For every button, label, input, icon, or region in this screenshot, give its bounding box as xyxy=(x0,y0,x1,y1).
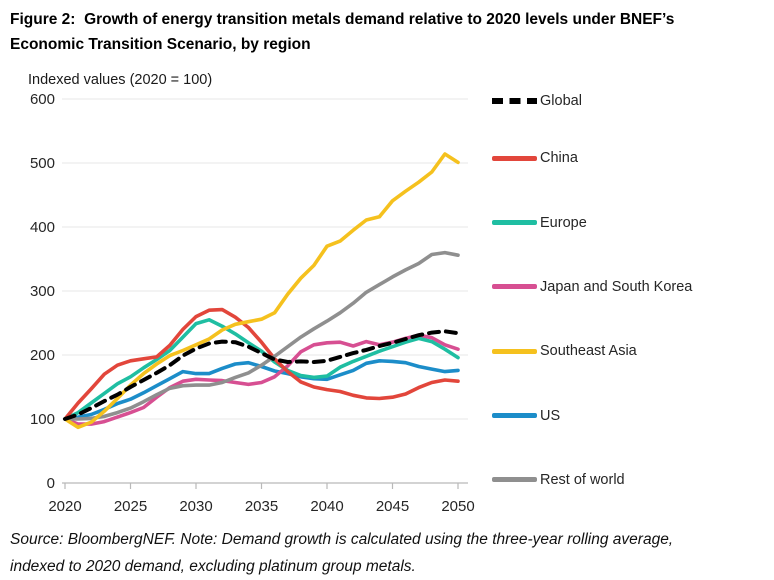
legend-item-rest-of-world: Rest of world xyxy=(492,471,625,489)
legend-item-japan-and-south-korea: Japan and South Korea xyxy=(492,278,692,296)
svg-text:600: 600 xyxy=(30,91,55,108)
svg-text:2030: 2030 xyxy=(179,498,212,515)
series-line-europe xyxy=(63,318,460,421)
legend-item-us: US xyxy=(492,407,560,425)
series-line-rest-of-world xyxy=(63,250,460,421)
svg-text:2040: 2040 xyxy=(310,498,343,515)
series-line-global xyxy=(63,329,460,421)
figure-title-line-2: Economic Transition Scenario, by region xyxy=(10,36,311,53)
svg-text:200: 200 xyxy=(30,347,55,364)
svg-text:2050: 2050 xyxy=(441,498,474,515)
svg-text:0: 0 xyxy=(47,475,55,492)
x-axis xyxy=(62,482,468,489)
legend-label: China xyxy=(540,150,578,167)
legend-label: Europe xyxy=(540,214,587,231)
gridlines xyxy=(62,98,468,420)
series-line-china xyxy=(63,307,460,421)
legend-label: Rest of world xyxy=(540,471,625,488)
svg-text:2020: 2020 xyxy=(48,498,81,515)
legend-item-global: Global xyxy=(492,92,582,110)
svg-text:400: 400 xyxy=(30,219,55,236)
svg-text:2045: 2045 xyxy=(376,498,409,515)
svg-text:2025: 2025 xyxy=(114,498,147,515)
legend-item-europe: Europe xyxy=(492,214,587,232)
legend-item-southeast-asia: Southeast Asia xyxy=(492,342,637,360)
svg-text:100: 100 xyxy=(30,411,55,428)
legend-label: Southeast Asia xyxy=(540,343,637,360)
legend-label: US xyxy=(540,407,561,424)
source-note: Source: BloombergNEF. Note: Demand growt… xyxy=(10,527,770,580)
svg-text:500: 500 xyxy=(30,155,55,172)
source-note-line-2: indexed to 2020 demand, excluding platin… xyxy=(10,557,416,575)
legend-item-china: China xyxy=(492,149,578,167)
series-line-japan-and-south-korea xyxy=(63,333,460,426)
legend-label: Global xyxy=(540,93,582,109)
y-axis-units-label: Indexed values (2020 = 100) xyxy=(28,72,213,88)
svg-text:2035: 2035 xyxy=(245,498,278,515)
svg-text:300: 300 xyxy=(30,283,55,300)
source-note-line-1: Source: BloombergNEF. Note: Demand growt… xyxy=(10,531,674,548)
x-axis-tick-labels: 2020 2025 2030 2035 2040 2045 2050 xyxy=(48,498,474,515)
figure-title-line-1: Figure 2: Growth of energy transition me… xyxy=(10,11,675,28)
y-axis-tick-labels: 0 100 200 300 400 500 600 xyxy=(30,91,55,492)
legend-label: Japan and South Korea xyxy=(540,278,693,295)
figure-title: Figure 2: Growth of energy transition me… xyxy=(10,7,674,57)
